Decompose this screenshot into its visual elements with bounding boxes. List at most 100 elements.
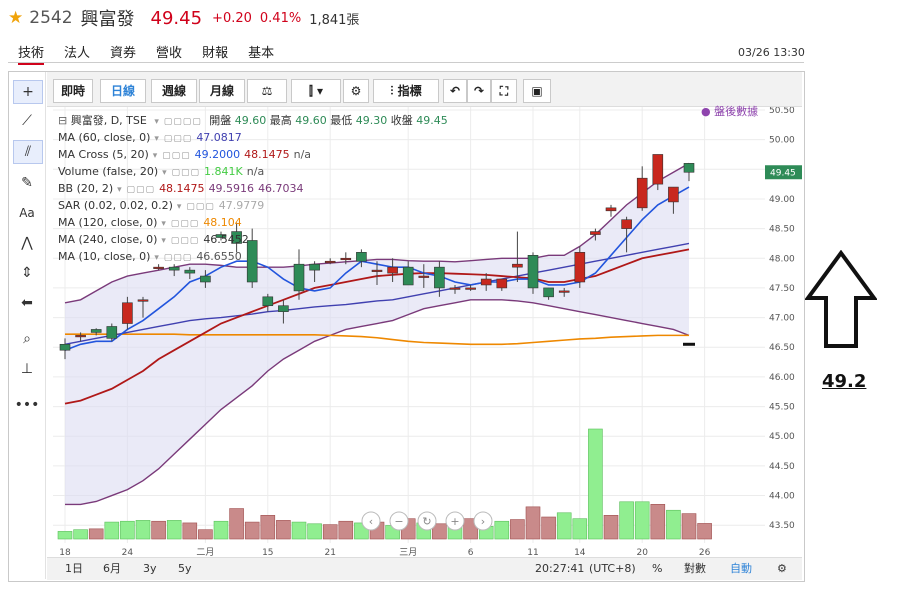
ruler-icon[interactable]: ⊥ (20, 361, 34, 377)
close-label: 收盤 (390, 114, 413, 127)
candle-body (543, 287, 554, 298)
brush-icon[interactable]: ✎ (21, 175, 33, 191)
weekly-button[interactable]: 週線 (151, 79, 197, 103)
timezone-label[interactable]: (UTC+8) (589, 562, 636, 575)
volume-bar (588, 428, 603, 540)
trendline-icon[interactable]: ⟋ (22, 113, 32, 129)
legend-row: MA (10, close, 0) ▾ ▢▢▢ 46.6550 (58, 250, 246, 265)
last-price-tag (765, 165, 802, 180)
close-value: 49.45 (416, 114, 448, 127)
legend-row-controls-icon[interactable]: ▾ ▢▢▢ (154, 253, 193, 263)
tab-basic[interactable]: 基本 (248, 46, 275, 61)
volume-bar (494, 520, 510, 540)
legend-row-controls-icon[interactable]: ▾ ▢▢▢ (161, 236, 200, 246)
price-axis[interactable]: 43.50 44.00 44.50 45.00 45.50 46.00 46.50 47.00… (765, 106, 802, 543)
intraday-button[interactable]: 即時 (53, 79, 93, 103)
y-tick-label: 50.00 (769, 136, 795, 146)
percent-scale-button[interactable]: % (652, 562, 663, 575)
candle-body (231, 231, 242, 244)
compare-scale-icon[interactable]: ⚖ (247, 79, 287, 103)
candle-body (418, 275, 430, 278)
axis-settings-icon[interactable]: ⚙ (777, 562, 787, 575)
zoom-icon[interactable]: ⌕ (23, 331, 31, 347)
open-value: 49.60 (234, 114, 267, 127)
tab-margin[interactable]: 資券 (110, 46, 137, 61)
time-axis[interactable]: 18 24 二月 15 21 三月 6 11 14 20 26 (53, 543, 802, 558)
crosshair-icon[interactable]: + (13, 80, 43, 104)
redo-icon[interactable]: ↷ (467, 79, 491, 103)
candle-body (496, 278, 508, 289)
candle-body (153, 266, 164, 269)
x-tick-label: 15 (262, 548, 273, 558)
last-price: 49.45 (150, 7, 203, 29)
measure-icon[interactable]: ⇕ (21, 265, 33, 281)
legend-row-controls-icon[interactable]: ▾ ▢▢▢ (162, 168, 201, 178)
legend-row-controls-icon[interactable]: ▾ ▢▢▢ (176, 202, 215, 212)
candle-body (480, 278, 492, 286)
x-tick-label: 11 (527, 548, 538, 558)
candle-body (574, 252, 586, 283)
zoom-control-glyph: ‹ (369, 515, 373, 528)
after-hours-link[interactable]: ● 盤後數據 (701, 105, 759, 118)
pattern-icon[interactable]: ⋀ (21, 235, 33, 251)
legend-row-name: MA (120, close, 0) (58, 216, 158, 229)
zoom-control-glyph: + (450, 515, 459, 528)
legend-row: MA Cross (5, 20) ▾ ▢▢▢ 49.2000 48.1475 n/a (58, 148, 315, 163)
tab-bar: 技術 法人 資券 營收 財報 基本 (8, 40, 284, 65)
volume-bar (338, 520, 354, 540)
range-5y-button[interactable]: 5y (178, 562, 192, 575)
legend-row: SAR (0.02, 0.02, 0.2) ▾ ▢▢▢ 47.9779 (58, 199, 268, 214)
range-1d-button[interactable]: 1日 (65, 562, 83, 575)
y-tick-label: 45.50 (769, 403, 795, 413)
favorite-star-icon[interactable]: ★ (8, 8, 24, 28)
x-tick-label: 二月 (196, 547, 214, 558)
x-tick-label: 20 (636, 548, 648, 558)
tab-institutional[interactable]: 法人 (64, 46, 91, 61)
more-icon[interactable]: ••• (14, 397, 40, 413)
legend-main-controls-icon[interactable]: ▾ ▢▢▢▢ (154, 117, 202, 127)
camera-icon[interactable]: ▣ (523, 79, 551, 103)
undo-icon[interactable]: ↶ (443, 79, 467, 103)
range-3y-button[interactable]: 3y (143, 562, 157, 575)
volume-total: 1,841張 (309, 12, 360, 28)
candlestick-type-icon[interactable]: ⫿ ▾ (291, 79, 341, 103)
tab-financials[interactable]: 財報 (202, 46, 229, 61)
clock-time: 20:27:41 (535, 562, 585, 575)
x-tick-label: 三月 (399, 547, 417, 558)
low-value: 49.30 (355, 114, 388, 127)
legend-row-value: 46.7034 (258, 182, 304, 195)
collapse-legend-icon[interactable]: ⊟ (58, 114, 68, 127)
candle-body (356, 252, 367, 262)
log-scale-button[interactable]: 對數 (684, 562, 706, 575)
indicators-chart-icon: ⫶ (390, 84, 398, 98)
candle-body (636, 177, 648, 209)
legend-row-value: 48.104 (203, 216, 242, 229)
legend-row-controls-icon[interactable]: ▾ ▢▢▢ (117, 185, 156, 195)
text-tool-icon[interactable]: Aa (19, 206, 35, 220)
drawing-toolbar: + ⟋ ⫽ ✎ Aa ⋀ ⇕ ⬅ ⌕ ⊥ ••• (9, 72, 46, 579)
range-6m-button[interactable]: 6月 (103, 562, 121, 575)
fullscreen-icon[interactable]: ⛶ (491, 79, 517, 103)
back-arrow-icon[interactable]: ⬅ (21, 295, 33, 311)
price-plot-area[interactable]: ‹ − ↻ + › (53, 107, 765, 543)
legend-row-controls-icon[interactable]: ▾ ▢▢▢ (154, 134, 193, 144)
daily-button[interactable]: 日線 (100, 79, 146, 103)
x-tick-label: 6 (468, 548, 474, 558)
candle-body (652, 154, 664, 185)
tab-revenue[interactable]: 營收 (156, 46, 183, 61)
tab-technical[interactable]: 技術 (18, 40, 45, 65)
auto-scale-button[interactable]: 自動 (730, 562, 752, 575)
volume-bar (432, 523, 447, 540)
y-tick-label: 48.00 (769, 254, 795, 264)
candle-body (309, 263, 320, 271)
price-change-pct: 0.41% (259, 10, 302, 26)
zoom-control-glyph: › (481, 515, 485, 528)
indicators-button[interactable]: ⫶ 指標 (373, 79, 439, 103)
candle-body (184, 269, 196, 274)
legend-row-controls-icon[interactable]: ▾ ▢▢▢ (161, 219, 200, 229)
candle-body (387, 266, 398, 274)
monthly-button[interactable]: 月線 (199, 79, 245, 103)
fibonacci-icon[interactable]: ⫽ (13, 140, 43, 164)
legend-row-controls-icon[interactable]: ▾ ▢▢▢ (152, 151, 191, 161)
settings-gear-icon[interactable]: ⚙ (343, 79, 369, 103)
